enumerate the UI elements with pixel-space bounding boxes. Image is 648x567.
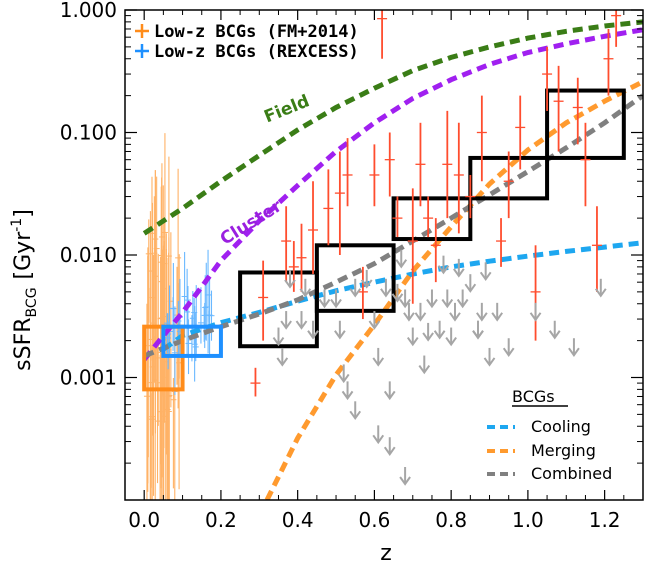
y-axis-label-sub: BCG [24,287,40,317]
upper-limit-arrow [349,410,362,421]
curve-combined [143,93,643,359]
y-tick-label: 0.001 [60,366,117,390]
upper-limit-arrow [399,298,411,309]
upper-limit-arrow [337,373,350,384]
curve-cooling [161,240,643,352]
x-axis-label: z [380,541,392,566]
legend-item-cooling: Cooling [487,417,591,436]
upper-limit-arrow [491,312,504,322]
upper-limit-arrow [453,268,465,278]
x-tick-label: 0.2 [205,508,237,532]
curve-label-cluster: Cluster [217,196,286,250]
bin-box [314,243,396,313]
upper-limit-arrow [479,271,492,282]
y-axis-label-close: ] [11,209,36,218]
upper-limit-arrow [341,390,354,401]
upper-limit-arrow [502,347,515,357]
upper-limit-arrow [395,259,408,269]
upper-limit-arrow [456,298,469,309]
x-tick-label: 0.0 [128,508,160,532]
upper-limit-arrow [399,476,411,486]
curve-labels: Field Cluster [217,91,313,249]
upper-limit-arrow [307,330,319,340]
legend-item-fm2014: Low-z BCGs (FM+2014) [135,22,359,42]
upper-limit-arrow [414,312,427,322]
upper-limit-arrow [403,312,415,322]
upper-limit-arrow [464,283,477,293]
upper-limit-arrow [299,288,312,298]
upper-limit-arrow [295,320,308,330]
x-tick-label: 1.0 [512,508,544,532]
svg-text:sSFRBCG[Gyr-1]: sSFRBCG [Gyr-1] [9,209,40,371]
bin-box [161,324,223,358]
axes [124,9,644,501]
upper-limit-arrow [441,298,454,309]
upper-limit-arrow [272,336,285,347]
upper-limit-arrow [372,434,385,445]
upper-limit-arrow [391,293,404,303]
legend-top: Low-z BCGs (FM+2014) Low-z BCGs (REXCESS… [135,22,359,62]
upper-limit-arrow [372,357,385,367]
legend-item-merging: Merging [487,441,596,460]
x-tick-label: 0.6 [359,508,391,532]
upper-limit-arrow [318,298,331,309]
upper-limit-arrow [349,288,362,298]
y-axis-label-main: sSFR [11,317,36,370]
legend-item-combined: Combined [487,464,612,483]
y-axis-label-sup: -1 [9,218,25,232]
legend-label-cooling: Cooling [531,417,591,436]
x-tick-label: 0.4 [282,508,314,532]
legend-bcgs: BCGs Cooling Merging Combined [487,387,612,483]
upper-limit-arrow [476,312,488,322]
y-axis-label-units: [Gyr [11,231,36,280]
legend-item-rexcess: Low-z BCGs (REXCESS) [135,42,359,62]
red-data-points [250,10,622,397]
upper-limit-arrow [280,320,292,330]
upper-limit-arrow [529,312,542,322]
upper-limit-arrow [445,336,457,347]
upper-limit-arrow [406,336,419,347]
upper-limit-arrow [594,288,607,298]
upper-limit-arrows [272,249,607,486]
upper-limit-arrow [360,279,373,289]
blue-error-bars [164,249,215,396]
y-tick-label: 0.010 [60,243,117,267]
curve-label-field: Field [261,91,312,127]
upper-limit-arrow [330,298,342,309]
upper-limit-arrow [284,279,296,289]
legend-label-rexcess: Low-z BCGs (REXCESS) [154,42,359,62]
upper-limit-arrow [449,312,461,322]
curve-field [142,19,643,236]
curve-merging [264,79,643,500]
upper-limit-arrow [568,347,580,357]
y-axis-label: sSFRBCG [Gyr-1] [9,209,40,371]
upper-limit-arrow [426,298,438,309]
y-tick-label: 0.100 [60,121,117,145]
x-tick-label: 1.2 [589,508,621,532]
upper-limit-arrow [380,288,392,298]
upper-limit-arrow [548,330,561,340]
upper-limit-arrow [422,332,434,342]
upper-limit-arrow [368,320,381,330]
x-tick-label: 0.8 [435,508,467,532]
upper-limit-arrow [276,357,289,367]
upper-limit-arrow [418,364,431,375]
upper-limit-arrow [472,330,484,340]
y-tick-label: 1.000 [60,0,117,22]
legend-bcgs-title: BCGs [512,387,555,406]
upper-limit-arrow [437,265,450,275]
upper-limit-arrow [383,390,396,401]
tick-labels: 0.0 0.2 0.4 0.6 0.8 1.0 1.2 1.000 0.100 0.010 0.00… [60,0,621,532]
legend-label-fm2014: Low-z BCGs (FM+2014) [154,22,359,42]
legend-label-merging: Merging [531,441,596,460]
legend-label-combined: Combined [531,464,612,483]
upper-limit-arrow [383,446,396,456]
upper-limit-arrow [334,330,346,340]
upper-limit-arrow [433,330,446,340]
upper-limit-arrow [483,357,496,367]
